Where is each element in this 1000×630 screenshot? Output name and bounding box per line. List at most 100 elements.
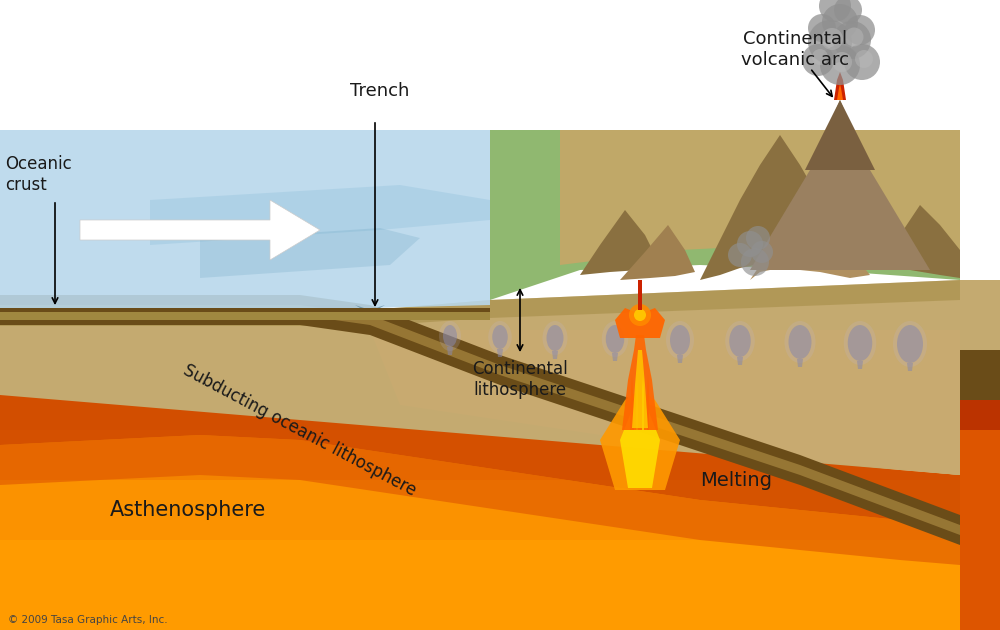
Polygon shape	[620, 402, 660, 488]
Ellipse shape	[729, 325, 751, 357]
Polygon shape	[0, 310, 490, 320]
Ellipse shape	[788, 325, 812, 359]
Ellipse shape	[606, 325, 624, 353]
Circle shape	[751, 241, 773, 263]
Circle shape	[728, 243, 752, 267]
Text: Subducting oceanic lithosphere: Subducting oceanic lithosphere	[180, 361, 420, 499]
Polygon shape	[700, 135, 860, 280]
Polygon shape	[0, 280, 960, 475]
Ellipse shape	[492, 325, 508, 349]
Ellipse shape	[784, 321, 816, 363]
Ellipse shape	[670, 325, 690, 355]
Text: Continental
lithosphere: Continental lithosphere	[472, 360, 568, 399]
Polygon shape	[960, 430, 1000, 630]
Polygon shape	[0, 385, 960, 525]
Polygon shape	[630, 375, 634, 430]
Polygon shape	[880, 205, 960, 278]
Polygon shape	[620, 225, 695, 280]
Polygon shape	[636, 375, 638, 430]
Circle shape	[741, 248, 769, 276]
Circle shape	[812, 49, 828, 65]
Polygon shape	[370, 330, 960, 475]
Circle shape	[820, 45, 860, 85]
Polygon shape	[907, 363, 913, 371]
Ellipse shape	[488, 321, 512, 353]
Polygon shape	[0, 130, 490, 310]
Circle shape	[629, 304, 651, 326]
Polygon shape	[0, 480, 960, 540]
Polygon shape	[0, 305, 960, 535]
Text: Asthenosphere: Asthenosphere	[110, 500, 266, 520]
Circle shape	[808, 20, 852, 64]
Polygon shape	[150, 185, 490, 245]
Polygon shape	[834, 72, 846, 100]
Polygon shape	[612, 353, 618, 361]
Polygon shape	[960, 400, 1000, 430]
Polygon shape	[580, 210, 660, 275]
Polygon shape	[447, 347, 453, 355]
Circle shape	[845, 15, 875, 45]
Polygon shape	[0, 310, 960, 475]
Polygon shape	[960, 280, 1000, 630]
Text: Continental
volcanic arc: Continental volcanic arc	[741, 30, 849, 69]
Circle shape	[634, 309, 646, 321]
Circle shape	[737, 231, 763, 257]
Ellipse shape	[844, 321, 876, 365]
Text: Melting: Melting	[700, 471, 772, 490]
Polygon shape	[80, 200, 320, 260]
Text: © 2009 Tasa Graphic Arts, Inc.: © 2009 Tasa Graphic Arts, Inc.	[8, 615, 168, 625]
Circle shape	[855, 50, 873, 68]
Polygon shape	[490, 130, 960, 300]
Polygon shape	[0, 540, 960, 630]
Text: Trench: Trench	[350, 82, 410, 100]
Ellipse shape	[848, 325, 872, 361]
Circle shape	[834, 0, 862, 24]
Polygon shape	[960, 280, 1000, 350]
Ellipse shape	[725, 321, 755, 361]
Polygon shape	[0, 430, 960, 480]
Polygon shape	[0, 295, 960, 545]
Polygon shape	[638, 280, 642, 310]
Circle shape	[821, 28, 843, 50]
Polygon shape	[857, 361, 863, 369]
Polygon shape	[647, 375, 649, 430]
Ellipse shape	[602, 321, 628, 357]
Ellipse shape	[443, 325, 457, 347]
Polygon shape	[632, 350, 648, 428]
Polygon shape	[960, 350, 1000, 400]
Polygon shape	[600, 390, 680, 490]
Ellipse shape	[897, 325, 923, 363]
Polygon shape	[837, 84, 843, 100]
Ellipse shape	[439, 321, 461, 351]
Circle shape	[822, 4, 858, 40]
Ellipse shape	[542, 321, 568, 355]
Polygon shape	[0, 385, 960, 630]
Polygon shape	[200, 228, 420, 278]
Polygon shape	[615, 306, 665, 338]
Circle shape	[819, 0, 851, 22]
Ellipse shape	[893, 321, 927, 367]
Circle shape	[802, 44, 834, 76]
Polygon shape	[642, 375, 644, 430]
Circle shape	[832, 52, 852, 72]
Polygon shape	[0, 435, 960, 565]
Polygon shape	[0, 395, 960, 430]
Polygon shape	[0, 308, 490, 312]
Polygon shape	[805, 100, 875, 170]
Circle shape	[808, 14, 836, 42]
Circle shape	[844, 28, 864, 47]
Ellipse shape	[546, 325, 564, 351]
Polygon shape	[750, 100, 930, 270]
Polygon shape	[552, 351, 558, 359]
Polygon shape	[750, 180, 870, 280]
Polygon shape	[622, 335, 658, 430]
Polygon shape	[797, 359, 803, 367]
Polygon shape	[737, 357, 743, 365]
Polygon shape	[560, 130, 960, 270]
Ellipse shape	[666, 321, 694, 359]
Circle shape	[833, 21, 871, 59]
Polygon shape	[677, 355, 683, 363]
Circle shape	[746, 226, 770, 250]
Polygon shape	[0, 280, 960, 326]
Circle shape	[844, 44, 880, 80]
